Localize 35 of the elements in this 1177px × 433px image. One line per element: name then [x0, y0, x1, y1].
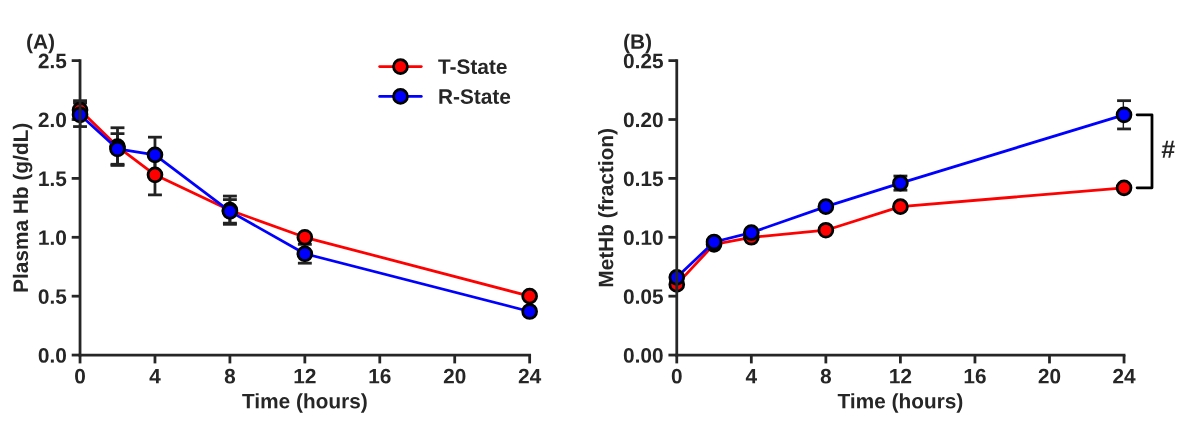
x-tick-label: 24: [518, 368, 542, 384]
x-axis-title: Time (hours): [837, 393, 963, 413]
y-tick-label: 0.15: [623, 171, 663, 187]
y-tick-label: 0.05: [623, 289, 663, 304]
chart-title: (A): [27, 33, 54, 54]
y-tick-label: 2.5: [38, 53, 67, 69]
legend-label: T-State: [438, 59, 507, 75]
y-tick-label: 0.0: [38, 348, 66, 363]
x-tick-label: 12: [890, 368, 912, 384]
x-tick-label: 0: [75, 368, 85, 384]
legend-label: R-State: [439, 89, 511, 104]
x-tick-label: 4: [149, 369, 161, 384]
y-tick-label: 2.0: [38, 112, 66, 128]
x-tick-label: 12: [294, 368, 316, 384]
x-axis-title: Time (hours): [242, 393, 367, 413]
x-tick-label: 16: [964, 368, 986, 384]
y-tick-label: 0.10: [623, 230, 663, 246]
x-tick-label: 24: [1113, 368, 1136, 384]
y-tick-label: 0.25: [623, 53, 663, 69]
x-tick-label: 8: [820, 368, 832, 384]
y-tick-label: 1.0: [39, 230, 66, 246]
text: #: [1161, 140, 1175, 158]
x-tick-label: 4: [745, 369, 757, 384]
y-axis-title: MetHb (fraction): [598, 129, 618, 287]
x-tick-label: 8: [224, 368, 236, 384]
y-axis-title: Plasma Hb (g/dL): [12, 123, 33, 292]
x-tick-label: 20: [443, 368, 466, 384]
y-tick-label: 0.5: [38, 289, 67, 304]
x-tick-label: 0: [671, 368, 682, 384]
y-tick-label: 0.00: [623, 348, 663, 363]
y-tick-label: 0.20: [623, 112, 663, 128]
y-tick-label: 1.5: [39, 171, 67, 187]
x-tick-label: 20: [1038, 368, 1061, 384]
chart-title: (B): [624, 33, 651, 54]
x-tick-label: 16: [369, 368, 391, 384]
